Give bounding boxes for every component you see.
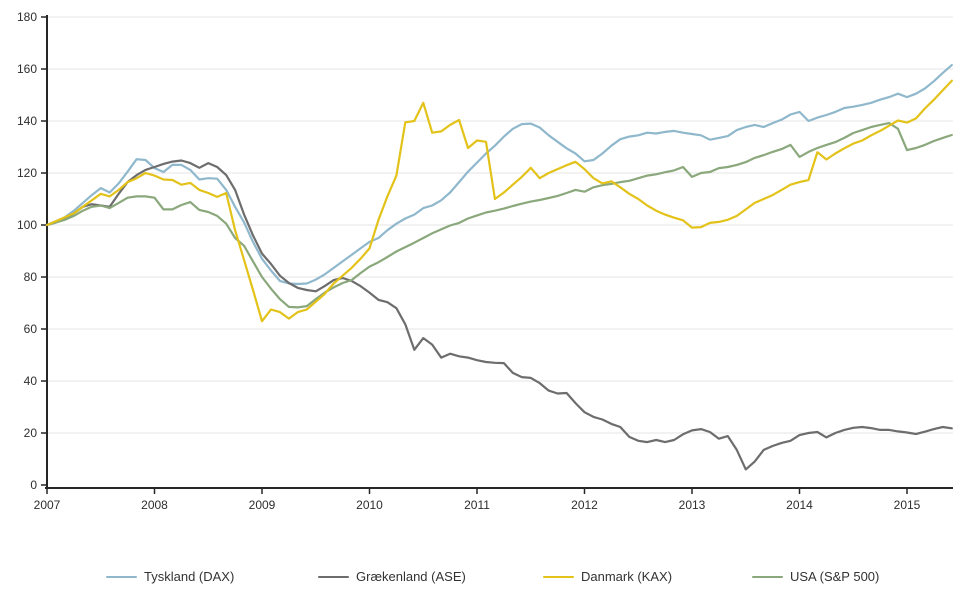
x-axis-tick-label: 2011 (464, 498, 490, 512)
x-axis-tick-label: 2008 (141, 498, 168, 512)
y-axis-tick-label: 180 (17, 10, 37, 24)
x-axis-tick-label: 2015 (894, 498, 921, 512)
legend-label-graekenland-ase: Grækenland (ASE) (356, 569, 466, 584)
x-axis-tick-label: 2013 (679, 498, 706, 512)
legend-item-tyskland-dax: Tyskland (DAX) (106, 568, 234, 586)
legend-item-danmark-kax: Danmark (KAX) (543, 568, 672, 586)
y-axis-tick-label: 100 (17, 218, 37, 232)
legend-swatch-usa-sp500 (752, 575, 783, 579)
legend-swatch-danmark-kax (543, 575, 574, 579)
x-axis-tick-label: 2009 (249, 498, 276, 512)
y-axis-tick-label: 60 (24, 322, 38, 336)
legend-swatch-graekenland-ase (318, 575, 349, 579)
legend-label-tyskland-dax: Tyskland (DAX) (144, 569, 235, 584)
y-axis-tick-label: 20 (24, 426, 38, 440)
x-axis-tick-label: 2007 (34, 498, 61, 512)
x-axis-tick-label: 2014 (786, 498, 813, 512)
series-line-3 (45, 121, 953, 309)
legend-item-graekenland-ase: Grækenland (ASE) (318, 568, 466, 586)
series-line-1 (45, 159, 953, 471)
legend-label-danmark-kax: Danmark (KAX) (581, 569, 673, 584)
series-line-0 (45, 63, 953, 286)
y-axis-tick-label: 40 (24, 374, 38, 388)
y-axis-tick-label: 140 (17, 114, 37, 128)
x-axis-tick-label: 2012 (571, 498, 598, 512)
legend-item-usa-sp500: USA (S&P 500) (752, 568, 879, 586)
y-axis-tick-label: 80 (24, 270, 38, 284)
legend-swatch-tyskland-dax (106, 575, 137, 579)
y-axis-tick-label: 120 (17, 166, 37, 180)
y-axis-tick-label: 0 (30, 478, 37, 492)
series-line-2 (45, 79, 953, 323)
x-axis-tick-label: 2010 (356, 498, 383, 512)
y-axis-tick-label: 160 (17, 62, 37, 76)
legend-label-usa-sp500: USA (S&P 500) (790, 569, 880, 584)
